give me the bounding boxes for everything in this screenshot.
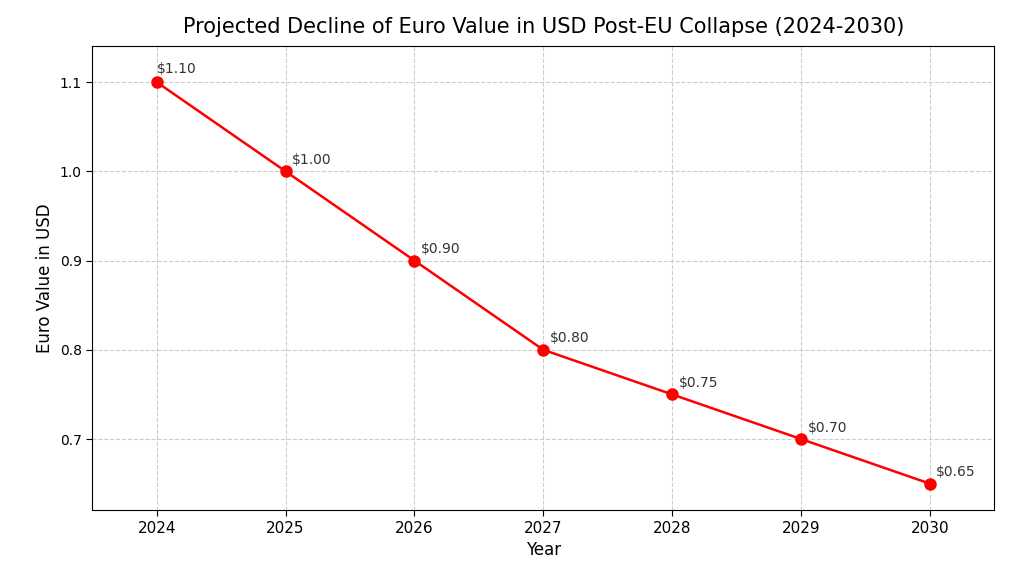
Text: $1.00: $1.00 bbox=[292, 153, 332, 167]
Text: $0.65: $0.65 bbox=[936, 465, 976, 479]
Text: $0.90: $0.90 bbox=[421, 242, 460, 256]
X-axis label: Year: Year bbox=[526, 541, 561, 559]
Title: Projected Decline of Euro Value in USD Post-EU Collapse (2024-2030): Projected Decline of Euro Value in USD P… bbox=[182, 16, 904, 37]
Text: $1.10: $1.10 bbox=[157, 62, 197, 76]
Text: $0.75: $0.75 bbox=[679, 376, 719, 390]
Y-axis label: Euro Value in USD: Euro Value in USD bbox=[36, 204, 54, 353]
Text: $0.70: $0.70 bbox=[808, 420, 847, 434]
Text: $0.80: $0.80 bbox=[549, 331, 589, 345]
